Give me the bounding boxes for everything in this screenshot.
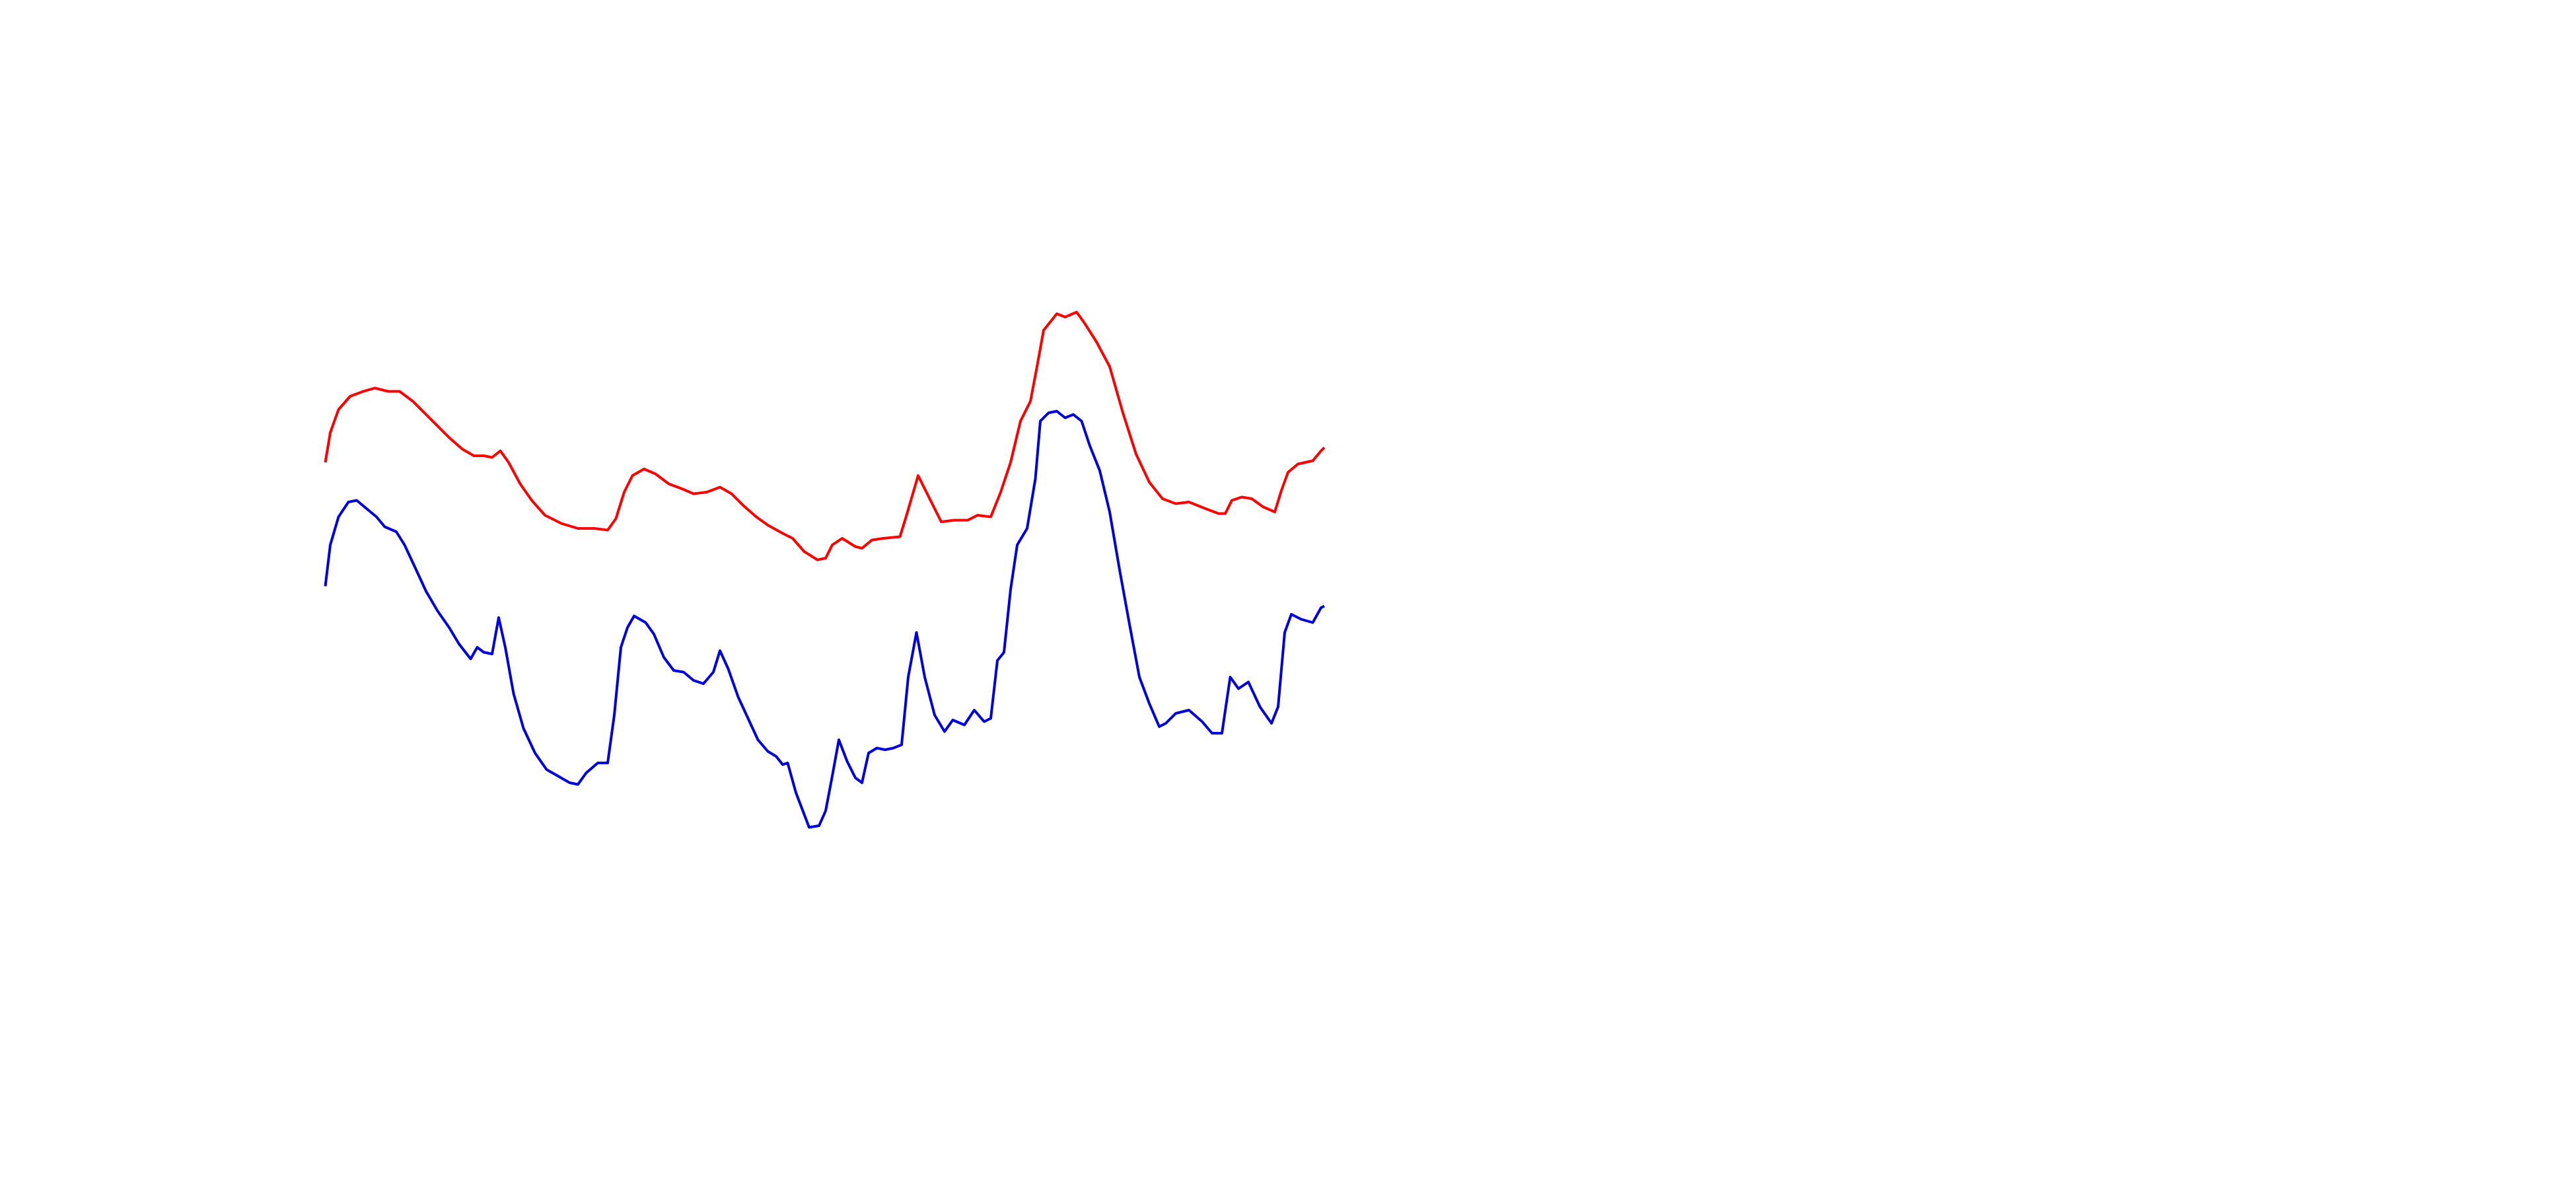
line	[324, 410, 1325, 829]
line	[324, 310, 1326, 561]
